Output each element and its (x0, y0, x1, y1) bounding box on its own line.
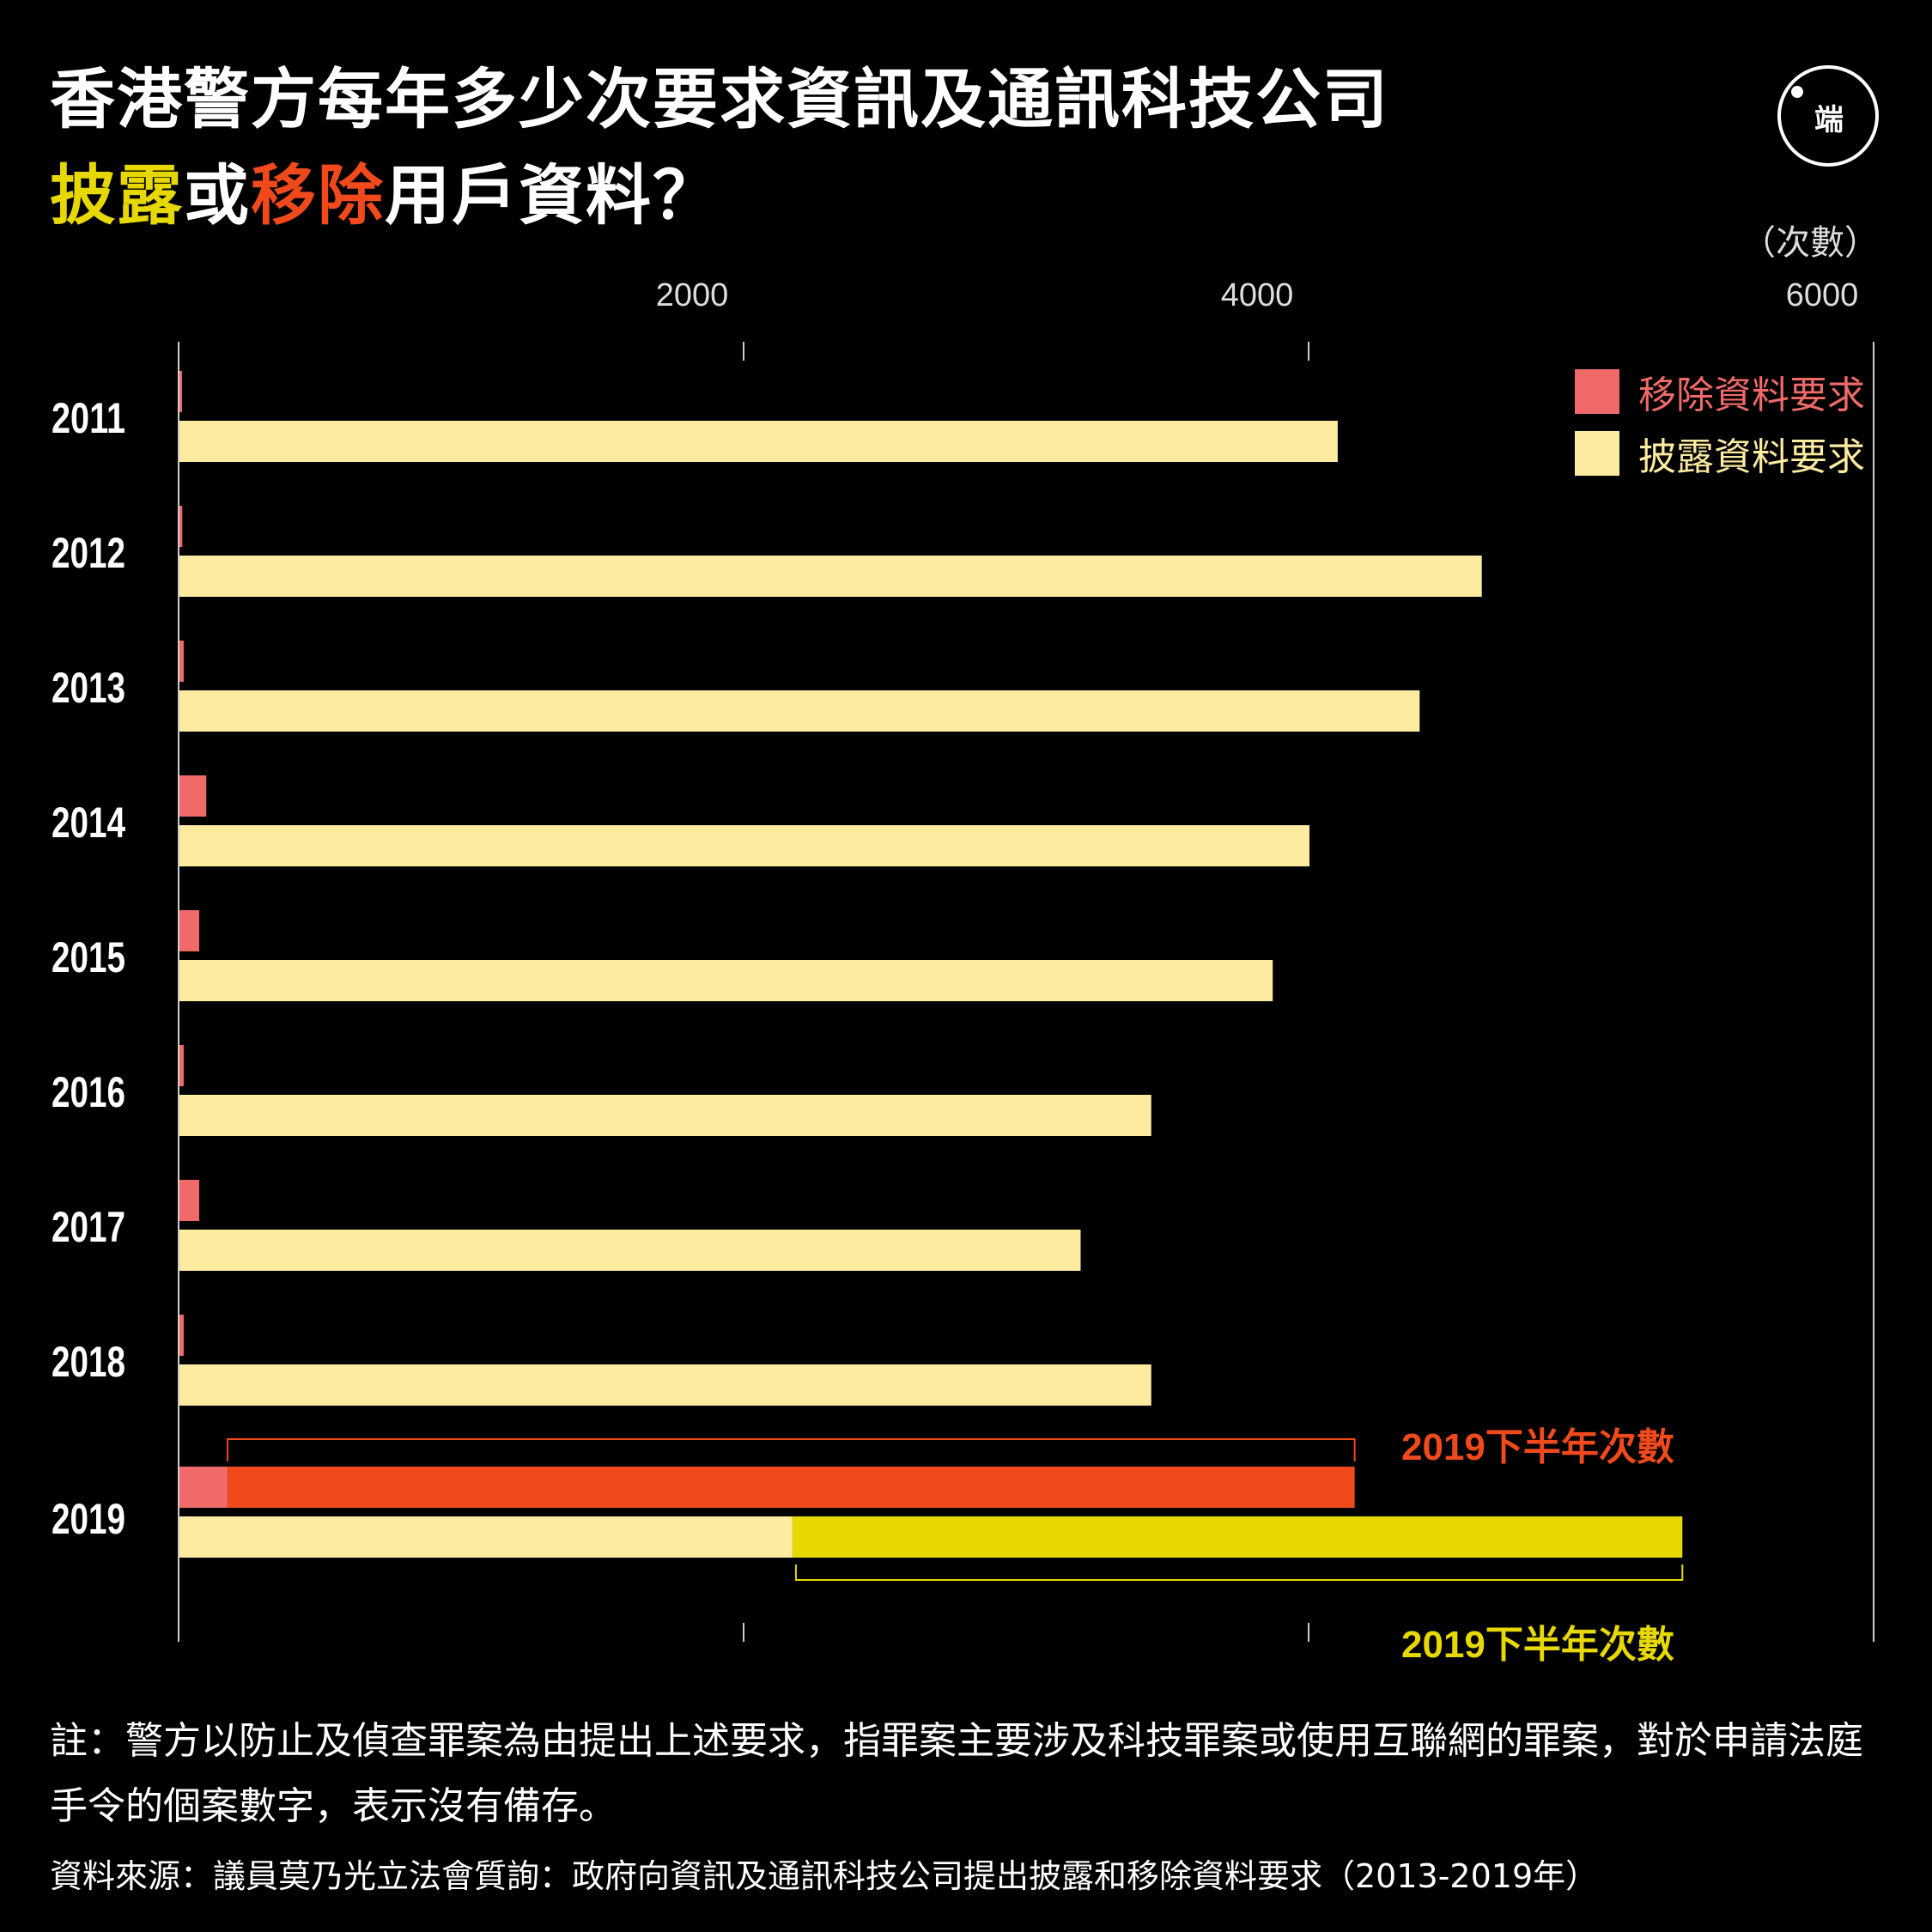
removal-bar (179, 371, 182, 412)
y-category-label: 2016 (52, 1068, 125, 1116)
title-highlight-remove: 移除 (251, 157, 385, 234)
axis-unit-label: （次數） (1741, 223, 1879, 263)
removal-h2-annotation: 2019下半年次數 (1401, 1426, 1674, 1468)
y-category-label: 2018 (52, 1338, 125, 1386)
removal-bar (179, 641, 184, 682)
chart-title-line2: 披露或移除用戶資料？ (50, 163, 720, 228)
legend-label-disclosure: 披露資料要求 (1638, 435, 1865, 479)
disclosure-bar (179, 421, 1338, 462)
removal-h2-bracket (226, 1438, 1356, 1461)
disclosure-bar (179, 825, 1309, 866)
y-category-label: 2014 (52, 799, 125, 847)
removal-bar (179, 775, 207, 817)
y-category-label: 2013 (52, 664, 125, 712)
removal-bar-2019-h2 (227, 1467, 1355, 1508)
removal-bar (179, 1180, 200, 1221)
publisher-logo: 端 (1777, 65, 1879, 167)
disclosure-h2-annotation: 2019下半年次數 (1401, 1624, 1674, 1666)
legend-item-disclosure: 披露資料要求 (1575, 431, 1865, 479)
disclosure-h2-bracket (794, 1564, 1684, 1581)
logo-dot (1791, 86, 1803, 98)
chart-title-line1: 香港警方每年多少次要求資訊及通訊科技公司 (50, 61, 1389, 137)
disclosure-bar (179, 1095, 1151, 1136)
disclosure-bar-2019-h1 (179, 1516, 793, 1558)
footnote: 註：警方以防止及偵查罪案為由提出上述要求，指罪案主要涉及科技罪案或使用互聯網的罪… (50, 1719, 1863, 1828)
bar-chart: 2000 4000 6000 2011 2012 2013 2014 2015 2016 2017… (52, 277, 1874, 1666)
legend-swatch-removal (1575, 369, 1619, 414)
disclosure-bar (179, 1364, 1151, 1406)
disclosure-bar (179, 960, 1273, 1001)
logo-glyph: 端 (1814, 103, 1844, 137)
legend-label-removal: 移除資料要求 (1638, 374, 1865, 417)
y-category-label: 2019 (52, 1495, 125, 1543)
disclosure-bar (179, 556, 1482, 597)
removal-bar (179, 506, 183, 547)
legend-item-removal: 移除資料要求 (1575, 369, 1865, 417)
title-tail: 用戶資料？ (385, 157, 720, 234)
removal-bar (179, 910, 200, 951)
title-connector: 或 (184, 157, 251, 234)
disclosure-bar (179, 1230, 1081, 1271)
title-highlight-disclose: 披露 (50, 157, 184, 234)
x-tick-label: 4000 (1221, 277, 1294, 313)
y-category-label: 2012 (52, 529, 125, 577)
disclosure-bar-2019-h2 (792, 1516, 1683, 1558)
source-note: 資料來源：議員莫乃光立法會質詢：政府向資訊及通訊科技公司提出披露和移除資料要求（… (50, 1857, 1599, 1895)
removal-bar (179, 1315, 184, 1356)
y-category-label: 2017 (52, 1203, 125, 1251)
removal-bar-2019-h1 (179, 1467, 228, 1508)
x-tick-label: 6000 (1786, 277, 1859, 313)
y-category-label: 2015 (52, 933, 125, 981)
x-tick-label: 2000 (656, 277, 729, 313)
disclosure-bar (179, 690, 1420, 732)
legend-swatch-disclosure (1575, 431, 1619, 476)
removal-bar (179, 1045, 184, 1086)
legend: 移除資料要求 披露資料要求 (1575, 369, 1865, 493)
y-category-label: 2011 (52, 394, 125, 442)
